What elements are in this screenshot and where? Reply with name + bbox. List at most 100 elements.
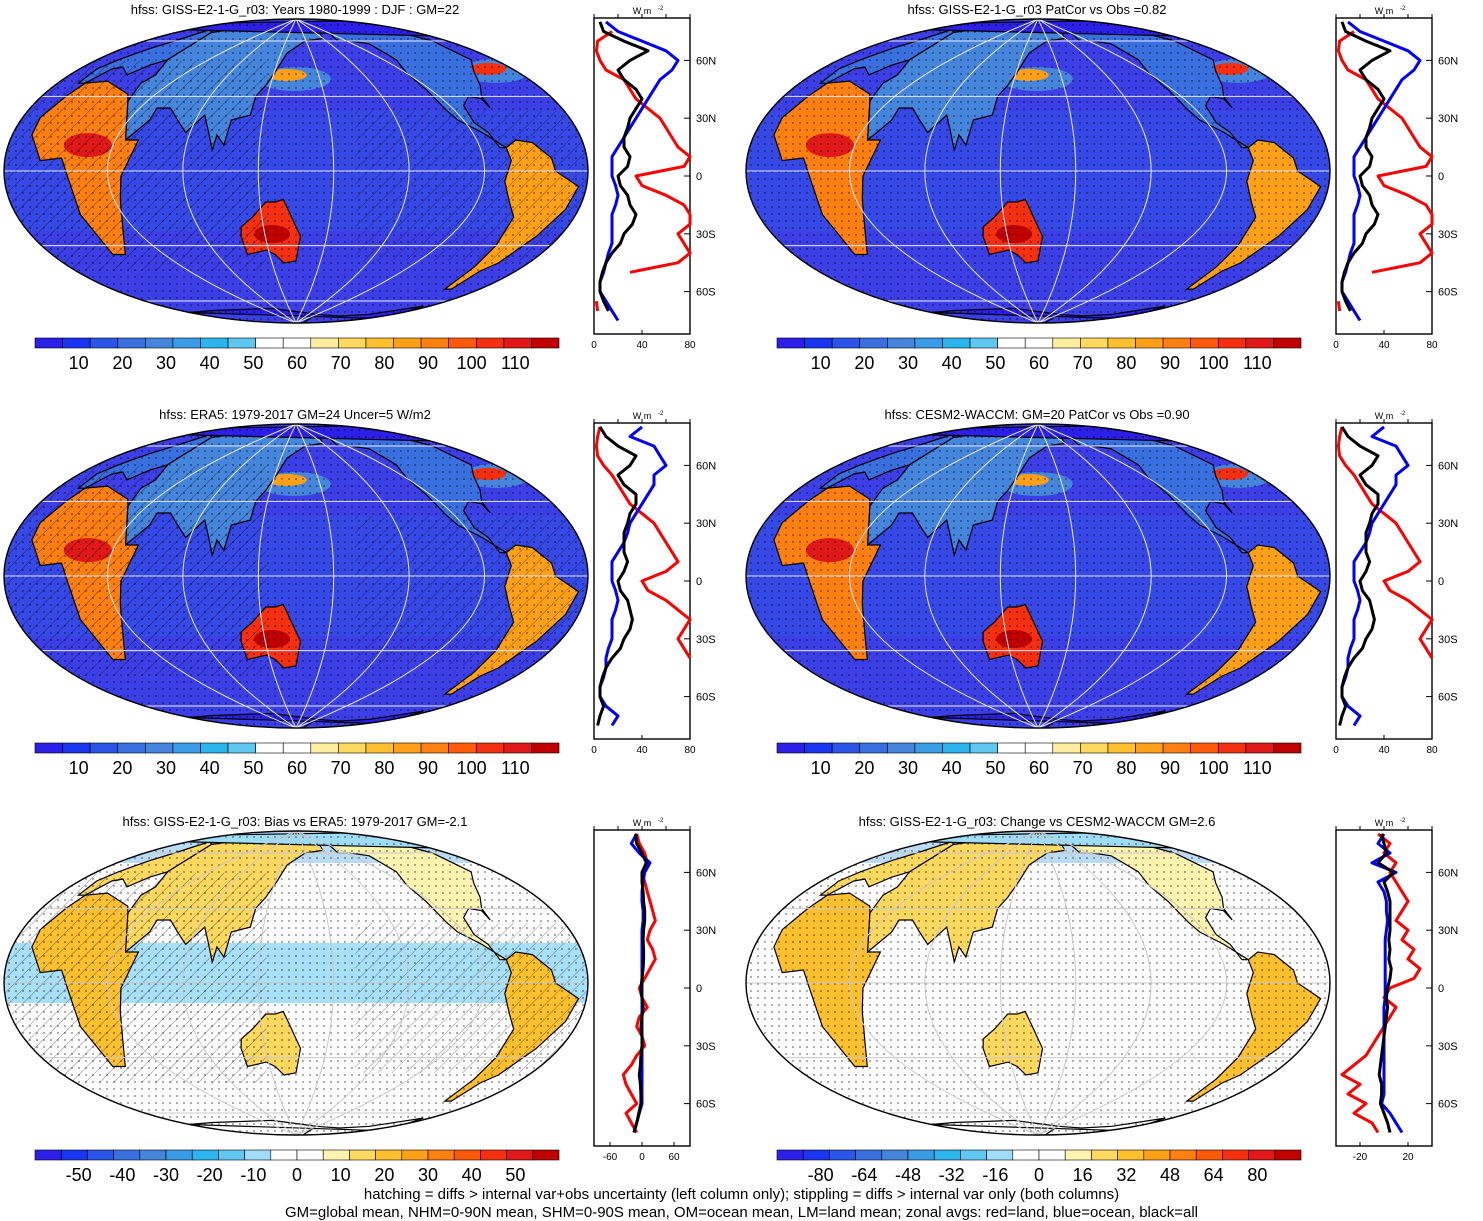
colorbar-label: 40 <box>200 353 220 373</box>
unit-exponent: -2 <box>658 411 664 417</box>
graticule-lon <box>106 19 297 323</box>
colorbar-swatch <box>200 742 229 754</box>
lat-label: 30S <box>696 229 716 241</box>
colorbar-label: 40 <box>942 758 962 778</box>
colorbar-label: 20 <box>854 758 874 778</box>
colorbar-swatch <box>532 1149 560 1161</box>
zonal-mean-plot: W m -2 60N 30N 0 30S 60S 0 40 80 <box>1333 6 1458 349</box>
lat-label: 60N <box>1438 55 1458 67</box>
graticule-lon <box>257 831 297 1135</box>
colorbar: 10 20 30 40 50 60 70 80 90 100 110 <box>34 337 560 373</box>
graticule-lon <box>1037 19 1228 323</box>
colorbar-label: -40 <box>109 1165 135 1185</box>
colorbar: 10 20 30 40 50 60 70 80 90 100 110 <box>776 742 1302 778</box>
graticule-lon <box>924 424 1039 728</box>
graticule-lon <box>182 831 297 1135</box>
lat-label: 60S <box>1438 692 1458 704</box>
colorbar-swatch <box>255 742 284 754</box>
graticule-lon <box>848 831 1039 1135</box>
map-border <box>3 830 589 1136</box>
colorbar-label: 30 <box>898 353 918 373</box>
colorbar-swatch <box>503 337 532 349</box>
graticule-lon <box>106 424 297 728</box>
unit-exponent: -2 <box>1400 411 1406 417</box>
colorbar-label: 40 <box>200 758 220 778</box>
lat-label: 0 <box>1438 171 1444 183</box>
colorbar-swatch <box>420 337 449 349</box>
colorbar-swatch <box>200 337 229 349</box>
graticule-lon <box>257 19 297 323</box>
colorbar-swatch <box>986 1149 1014 1161</box>
colorbar-swatch <box>145 742 174 754</box>
colorbar-label: 110 <box>501 758 530 778</box>
colorbar-swatch <box>997 337 1026 349</box>
unit-label: W m <box>633 411 652 421</box>
lat-label: 60N <box>696 55 716 67</box>
colorbar-swatch <box>448 337 477 349</box>
colorbar-label: 70 <box>331 758 351 778</box>
colorbar-swatch <box>282 337 312 349</box>
colorbar-swatch <box>503 742 532 754</box>
colorbar-label: 10 <box>811 758 831 778</box>
colorbar-swatch <box>139 1149 167 1161</box>
colorbar-swatch <box>365 742 394 754</box>
graticule-lon <box>1037 424 1228 728</box>
colorbar-swatch <box>475 337 505 349</box>
colorbar-swatch <box>855 1149 883 1161</box>
graticule-lon <box>1037 19 1077 323</box>
colorbar-label: 80 <box>1116 758 1136 778</box>
colorbar-label: 60 <box>1029 353 1049 373</box>
world-map <box>745 18 1331 324</box>
colorbar-swatch <box>322 1149 350 1161</box>
lat-label: 30S <box>696 634 716 646</box>
zonal-series-land <box>594 30 692 312</box>
colorbar-label: 110 <box>1243 353 1272 373</box>
colorbar-label: 60 <box>287 353 307 373</box>
x-tick-label: 60 <box>668 1152 680 1161</box>
colorbar-swatch <box>997 742 1026 754</box>
graticule-lon <box>924 19 1039 323</box>
lat-label: 60S <box>696 287 716 299</box>
colorbar-swatch <box>531 742 560 754</box>
lat-label: 60S <box>1438 1099 1458 1111</box>
colorbar-label: -80 <box>808 1165 834 1185</box>
hatching-west <box>4 873 267 1083</box>
zonal-series-land <box>1338 427 1432 716</box>
hatching-west <box>4 466 267 676</box>
colorbar-swatch <box>1245 742 1274 754</box>
colorbar-swatch <box>34 742 63 754</box>
graticule-lon <box>295 19 486 323</box>
unit-label: W m <box>633 818 652 828</box>
panel-title: hfss: GISS-E2-1-G_r03: Bias vs ERA5: 197… <box>122 814 468 829</box>
colorbar-swatch <box>1248 1149 1276 1161</box>
colorbar-swatch <box>34 1149 62 1161</box>
colorbar-swatch <box>804 742 833 754</box>
colorbar-label: 50 <box>243 353 263 373</box>
hatching-east <box>355 111 588 261</box>
colorbar-swatch <box>448 742 477 754</box>
x-tick-label: 80 <box>1426 745 1438 754</box>
colorbar-swatch <box>480 1149 507 1161</box>
x-tick-label: 40 <box>636 745 648 754</box>
zonal-series-land <box>1340 832 1422 1134</box>
colorbar-label: 80 <box>1247 1165 1267 1185</box>
colorbar-swatch <box>1143 1149 1171 1161</box>
graticule-lon <box>848 424 1039 728</box>
colorbar-label: 100 <box>1199 353 1229 373</box>
lat-label: 30S <box>696 1041 716 1053</box>
colorbar-swatch <box>165 1149 193 1161</box>
graticule-lon <box>295 19 335 323</box>
zonal-series-all <box>598 21 650 312</box>
graticule-lon <box>295 831 335 1135</box>
colorbar-swatch <box>1162 337 1191 349</box>
unit-exponent: -2 <box>658 818 664 824</box>
colorbar-swatch <box>531 337 560 349</box>
colorbar-label: 10 <box>811 353 831 373</box>
colorbar-label: -48 <box>895 1165 921 1185</box>
panel-title: hfss: ERA5: 1979-2017 GM=24 Uncer=5 W/m2 <box>159 407 431 422</box>
colorbar-swatch <box>1169 1149 1197 1161</box>
x-tick-label: 80 <box>684 745 696 754</box>
colorbar-label: 90 <box>418 758 438 778</box>
map-border <box>745 830 1331 1136</box>
lat-label: 60N <box>1438 460 1458 472</box>
